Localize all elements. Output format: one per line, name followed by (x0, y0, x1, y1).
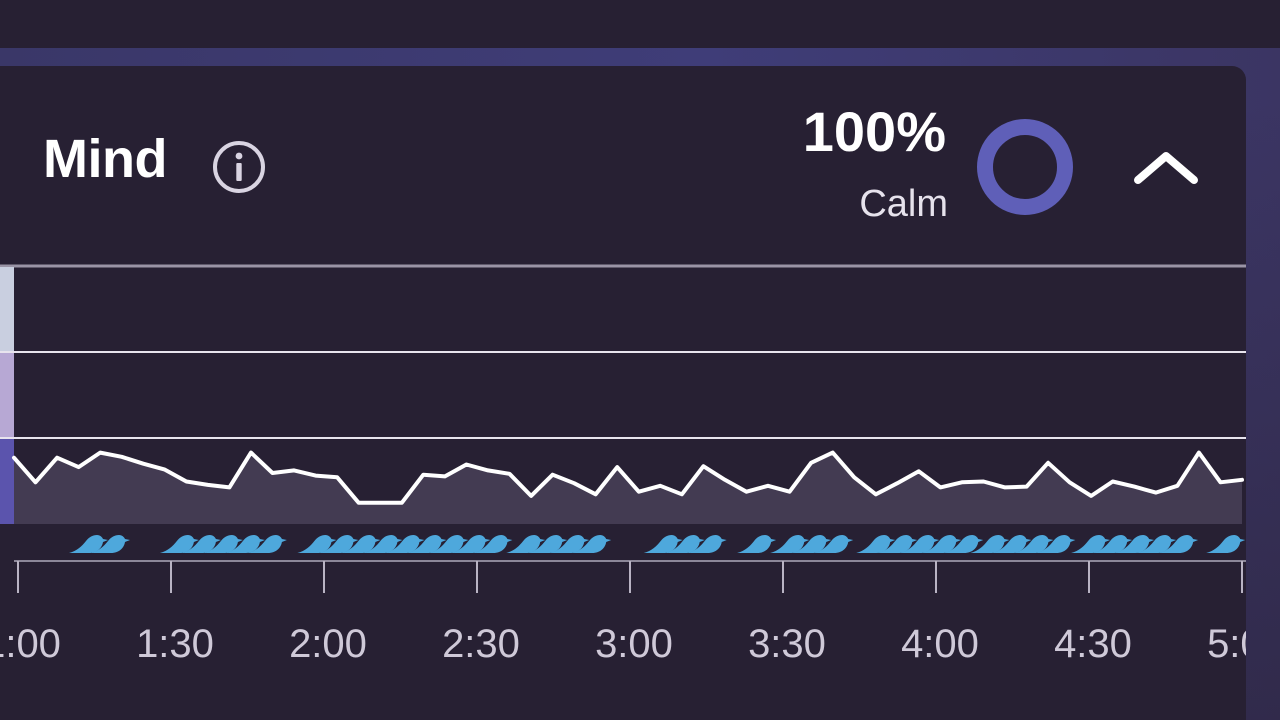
bird-icon (363, 535, 403, 553)
bird-icon (970, 535, 1010, 553)
bird-icon (814, 535, 854, 553)
bird-icon (687, 535, 727, 553)
bird-icon (407, 535, 447, 553)
bird-icon (572, 535, 612, 553)
bird-icon (1159, 535, 1199, 553)
x-tick-label: 3:00 (595, 622, 673, 666)
zone-calm (0, 267, 14, 351)
bird-icon (1137, 535, 1177, 553)
bird-icon (1093, 535, 1133, 553)
calm-percentage: 100% (802, 100, 946, 163)
bird-icon (181, 535, 221, 553)
bird-markers (69, 535, 1246, 553)
bird-icon (550, 535, 590, 553)
x-tick-label: 3:30 (748, 622, 826, 666)
bird-icon (922, 535, 962, 553)
card-title: Mind (43, 129, 167, 189)
x-tick-label: 5:00 (1207, 622, 1246, 666)
brain-activity-line (12, 450, 1244, 505)
bird-icon (203, 535, 243, 553)
x-tick-label: 1:00 (0, 622, 61, 666)
bird-icon (1036, 535, 1076, 553)
bird-icon (341, 535, 381, 553)
bird-icon (451, 535, 491, 553)
bird-icon (297, 535, 337, 553)
bird-icon (69, 535, 108, 553)
x-tick-label: 1:30 (136, 622, 214, 666)
bird-icon (473, 535, 513, 553)
bird-icon (1014, 535, 1054, 553)
calm-ring-icon (977, 119, 1073, 215)
bird-icon (506, 535, 546, 553)
bird-icon (944, 535, 984, 553)
brain-activity-area (14, 452, 1242, 524)
bird-icon (856, 535, 896, 553)
bird-icon (159, 535, 199, 553)
bird-icon (770, 535, 810, 553)
info-circle-icon[interactable] (212, 140, 266, 194)
zone-neutral (0, 353, 14, 437)
bird-icon (429, 535, 469, 553)
top-strip (0, 0, 1280, 48)
bird-icon (528, 535, 568, 553)
bird-icon (992, 535, 1032, 553)
chevron-up-icon[interactable] (1128, 146, 1204, 190)
x-axis-ticks: 1:00 1:30 2:00 2:30 3:00 3:30 4:00 4:30 5:00 (0, 561, 1246, 666)
bird-icon (225, 535, 265, 553)
bird-icon (1206, 535, 1246, 553)
bird-icon (665, 535, 705, 553)
bird-icon (1071, 535, 1111, 553)
bird-icon (91, 535, 130, 553)
mind-card (0, 66, 1246, 720)
mind-chart: 1:00 1:30 2:00 2:30 3:00 3:30 4:00 4:30 5:00 (0, 264, 1246, 666)
bird-icon (1115, 535, 1155, 553)
bird-icon (737, 535, 777, 553)
bird-icon (385, 535, 425, 553)
state-label: Calm (859, 183, 948, 225)
x-tick-label: 4:30 (1054, 622, 1132, 666)
bird-icon (878, 535, 918, 553)
zone-active (0, 439, 14, 524)
bird-icon (792, 535, 832, 553)
bird-icon (247, 535, 287, 553)
bird-icon (643, 535, 683, 553)
x-tick-label: 2:30 (442, 622, 520, 666)
bird-icon (900, 535, 940, 553)
bird-icon (319, 535, 359, 553)
x-tick-label: 4:00 (901, 622, 979, 666)
x-tick-label: 2:00 (289, 622, 367, 666)
